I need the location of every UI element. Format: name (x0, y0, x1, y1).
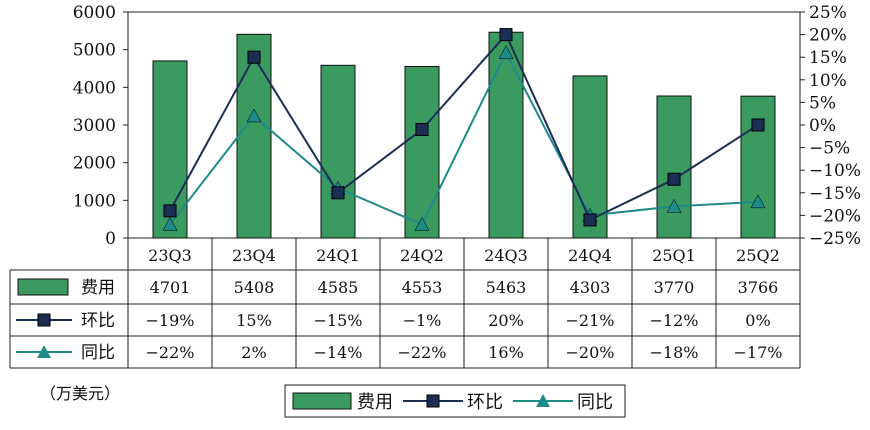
left-axis-tick-label: 2000 (73, 154, 116, 174)
table-key-mom-marker (37, 313, 51, 327)
category-label: 23Q4 (232, 246, 276, 265)
point-mom (415, 123, 429, 137)
table-cell: 4701 (150, 278, 191, 297)
point-yoy (750, 194, 766, 209)
table-cell: −21% (566, 311, 615, 330)
table-row-header: 环比 (81, 311, 115, 331)
table-cell: 3770 (654, 278, 695, 297)
table-cell: 5408 (234, 278, 275, 297)
table-cell: 0% (745, 311, 770, 330)
right-axis-tick-label: 0% (809, 116, 836, 136)
point-yoy (666, 198, 682, 213)
left-axis-tick-label: 5000 (73, 41, 116, 61)
table-cell: −1% (403, 311, 442, 330)
right-axis-tick-label: −5% (809, 139, 850, 159)
point-mom (247, 50, 261, 64)
point-yoy (414, 216, 430, 231)
table-cell: 4553 (402, 278, 443, 297)
table-cell: −19% (146, 311, 195, 330)
legend-label-mom: 环比 (467, 392, 503, 413)
table-cell: −18% (650, 343, 699, 362)
category-label: 25Q2 (736, 246, 780, 265)
table-cell: −17% (734, 343, 783, 362)
table-cell: −22% (398, 343, 447, 362)
left-axis-tick-label: 3000 (73, 116, 116, 136)
table-cell: 2% (241, 343, 266, 362)
right-axis-tick-label: −15% (809, 184, 861, 204)
category-label: 24Q3 (484, 246, 528, 265)
legend-label-yoy: 同比 (577, 392, 613, 413)
table-cell: 3766 (738, 278, 779, 297)
table-cell: 16% (488, 343, 524, 362)
table-cell: 4585 (318, 278, 359, 297)
left-axis-tick-label: 1000 (73, 191, 116, 211)
category-label: 23Q3 (148, 246, 192, 265)
point-mom (667, 172, 681, 186)
legend-key-mom-marker (426, 394, 440, 408)
bar-expense (740, 95, 776, 239)
point-mom (331, 186, 345, 200)
legend-key-expense (292, 392, 352, 410)
point-mom (751, 118, 765, 132)
table-cell: 4303 (570, 278, 611, 297)
left-axis-tick-label: 0 (105, 229, 116, 249)
table-key-yoy-marker (37, 345, 51, 358)
right-axis-tick-label: 20% (809, 26, 847, 46)
table-cell: 20% (488, 311, 524, 330)
category-label: 24Q1 (316, 246, 360, 265)
table-cell: −22% (146, 343, 195, 362)
right-axis-tick-label: −20% (809, 206, 861, 226)
unit-label: （万美元） (40, 384, 121, 403)
category-label: 24Q2 (400, 246, 444, 265)
category-label: 24Q4 (568, 246, 612, 265)
table-row-header: 费用 (81, 278, 115, 298)
table-cell: −15% (314, 311, 363, 330)
right-axis-tick-label: −25% (809, 229, 861, 249)
legend-label-expense: 费用 (357, 392, 393, 413)
table-cell: 5463 (486, 278, 527, 297)
table-cell: −12% (650, 311, 699, 330)
point-mom (499, 28, 513, 42)
left-axis-tick-label: 4000 (73, 78, 116, 98)
right-axis-tick-label: 10% (809, 71, 847, 91)
point-yoy (162, 216, 178, 231)
right-axis-tick-label: −10% (809, 161, 861, 181)
table-cell: −14% (314, 343, 363, 362)
line-mom (169, 32, 759, 222)
bar-expense (404, 66, 440, 239)
point-yoy (246, 108, 262, 123)
legend-key-yoy-marker (536, 394, 550, 407)
point-mom (583, 213, 597, 227)
table-row-header: 同比 (81, 343, 115, 363)
right-axis-tick-label: 25% (809, 3, 847, 23)
right-axis-tick-label: 15% (809, 48, 847, 68)
bar-expense (488, 31, 524, 239)
right-axis-tick-label: 5% (809, 93, 836, 113)
point-yoy (498, 45, 514, 59)
category-label: 25Q1 (652, 246, 696, 265)
table-cell: −20% (566, 343, 615, 362)
point-mom (163, 204, 177, 218)
line-yoy (169, 50, 759, 226)
table-cell: 15% (236, 311, 272, 330)
bar-expense (236, 33, 272, 239)
left-axis-tick-label: 6000 (73, 3, 116, 23)
bar-expense (656, 95, 692, 239)
table-key-expense (17, 278, 69, 296)
bar-expense (320, 64, 356, 239)
